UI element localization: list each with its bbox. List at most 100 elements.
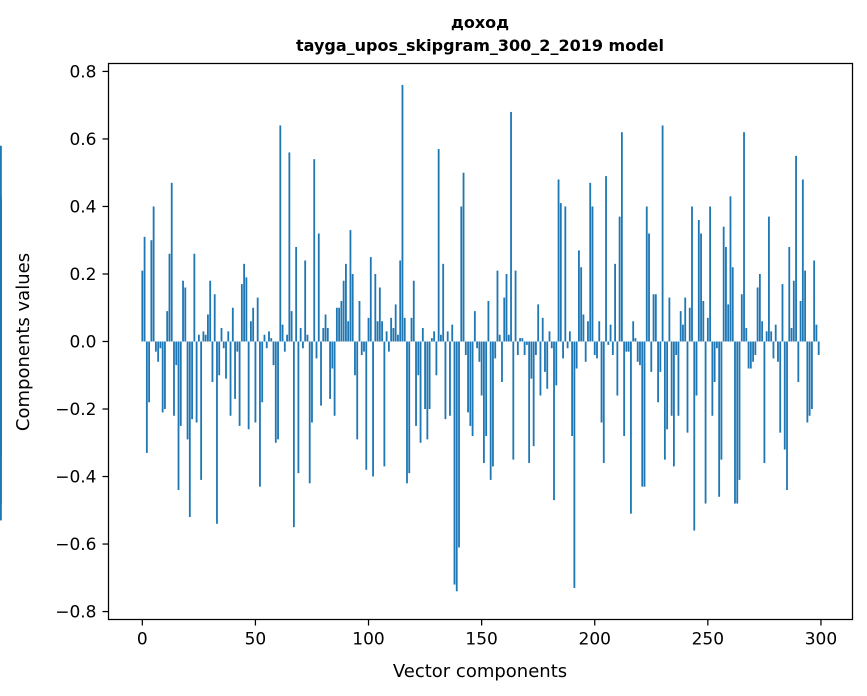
bar-194 bbox=[580, 267, 583, 342]
bar-115 bbox=[401, 84, 404, 342]
bar-88 bbox=[340, 300, 343, 342]
bar-46 bbox=[245, 277, 248, 342]
bar-176 bbox=[539, 341, 542, 396]
bar-97 bbox=[360, 341, 363, 355]
bar-14 bbox=[173, 341, 175, 416]
bar-139 bbox=[455, 341, 458, 592]
bar-277 bbox=[768, 216, 770, 342]
bar-155 bbox=[492, 341, 494, 467]
bar-150 bbox=[480, 341, 483, 396]
x-tick-label: 50 bbox=[245, 630, 267, 650]
bar-26 bbox=[200, 341, 203, 480]
bar-166 bbox=[516, 341, 519, 355]
bar-93 bbox=[351, 273, 354, 342]
bar-225 bbox=[650, 341, 653, 372]
y-tick-label: −0.2 bbox=[55, 400, 96, 420]
bar-198 bbox=[589, 182, 592, 342]
bar-153 bbox=[487, 300, 490, 342]
bar-261 bbox=[731, 267, 734, 342]
bar-171 bbox=[528, 341, 531, 464]
bar-127 bbox=[428, 341, 431, 410]
bar-218 bbox=[634, 338, 637, 342]
bar-260 bbox=[729, 196, 732, 342]
bar-21 bbox=[188, 341, 191, 518]
bar-291 bbox=[799, 300, 802, 342]
bar-284 bbox=[783, 341, 786, 450]
bar-281 bbox=[777, 341, 779, 362]
bar-61 bbox=[279, 125, 282, 342]
x-tick-label: 100 bbox=[352, 630, 384, 650]
bar-1 bbox=[143, 236, 146, 342]
bar-264 bbox=[738, 341, 741, 480]
bar-128 bbox=[430, 338, 433, 342]
bar-294 bbox=[806, 341, 809, 423]
bar-102 bbox=[372, 341, 374, 477]
bar-130 bbox=[435, 341, 438, 376]
bar-112 bbox=[394, 304, 397, 342]
bar-217 bbox=[632, 321, 635, 342]
y-tick-label: 0.0 bbox=[69, 333, 96, 353]
bar-276 bbox=[765, 331, 768, 342]
bar-143 bbox=[464, 341, 467, 355]
bar-141 bbox=[460, 206, 463, 342]
bar-47 bbox=[247, 341, 250, 430]
bar-178 bbox=[544, 341, 546, 372]
bar-7 bbox=[157, 341, 160, 362]
bar-175 bbox=[537, 304, 540, 342]
bar-157 bbox=[496, 270, 499, 342]
chart-title: доход bbox=[451, 13, 509, 32]
bar-248 bbox=[702, 300, 705, 342]
bar-222 bbox=[643, 341, 646, 487]
bar-216 bbox=[630, 341, 632, 514]
bar-251 bbox=[709, 206, 712, 342]
bar-186 bbox=[562, 341, 564, 359]
bar-240 bbox=[684, 297, 687, 342]
bar-39 bbox=[229, 341, 232, 416]
bar-23 bbox=[193, 253, 196, 342]
bar-134 bbox=[444, 341, 447, 420]
bar-54 bbox=[263, 334, 266, 342]
bar-94 bbox=[354, 341, 356, 376]
bar-137 bbox=[451, 324, 454, 342]
y-axis-ticks: −0.8 −0.6 −0.4 −0.2 0.0 0.2 0.4 0.6 0.8 bbox=[55, 62, 109, 623]
bar-44 bbox=[240, 284, 243, 342]
bar-40 bbox=[231, 307, 234, 342]
bar-undefined bbox=[0, 304, 2, 342]
y-tick-label: 0.4 bbox=[69, 197, 96, 217]
bar-263 bbox=[736, 341, 739, 504]
bar-138 bbox=[453, 341, 456, 585]
bar-129 bbox=[433, 331, 436, 342]
bar-2 bbox=[145, 341, 148, 453]
bar-196 bbox=[584, 341, 587, 362]
bar-135 bbox=[446, 331, 449, 342]
bar-197 bbox=[587, 321, 589, 342]
bar-60 bbox=[277, 341, 279, 440]
x-tick-label: 200 bbox=[579, 630, 611, 650]
bar-55 bbox=[265, 341, 268, 349]
bar-254 bbox=[715, 341, 718, 349]
bar-74 bbox=[308, 341, 311, 484]
bar-227 bbox=[654, 294, 657, 342]
x-tick-label: 0 bbox=[137, 630, 148, 650]
bar-undefined bbox=[0, 341, 2, 504]
bar-287 bbox=[790, 328, 793, 342]
bar-207 bbox=[609, 324, 612, 342]
bar-6 bbox=[154, 341, 157, 352]
bar-92 bbox=[349, 230, 352, 342]
bar-247 bbox=[700, 233, 702, 342]
bar-131 bbox=[437, 149, 440, 342]
bar-20 bbox=[186, 341, 189, 440]
bar-220 bbox=[639, 341, 641, 366]
bar-292 bbox=[801, 179, 804, 342]
bar-89 bbox=[342, 280, 345, 342]
bar-185 bbox=[559, 203, 562, 342]
bar-116 bbox=[403, 317, 406, 342]
bar-158 bbox=[498, 334, 501, 342]
bar-100 bbox=[367, 317, 370, 342]
bar-142 bbox=[462, 172, 465, 342]
bar-224 bbox=[648, 233, 650, 342]
bar-205 bbox=[605, 176, 607, 342]
bar-58 bbox=[272, 341, 275, 366]
bar-267 bbox=[745, 328, 748, 342]
bar-67 bbox=[292, 341, 295, 528]
